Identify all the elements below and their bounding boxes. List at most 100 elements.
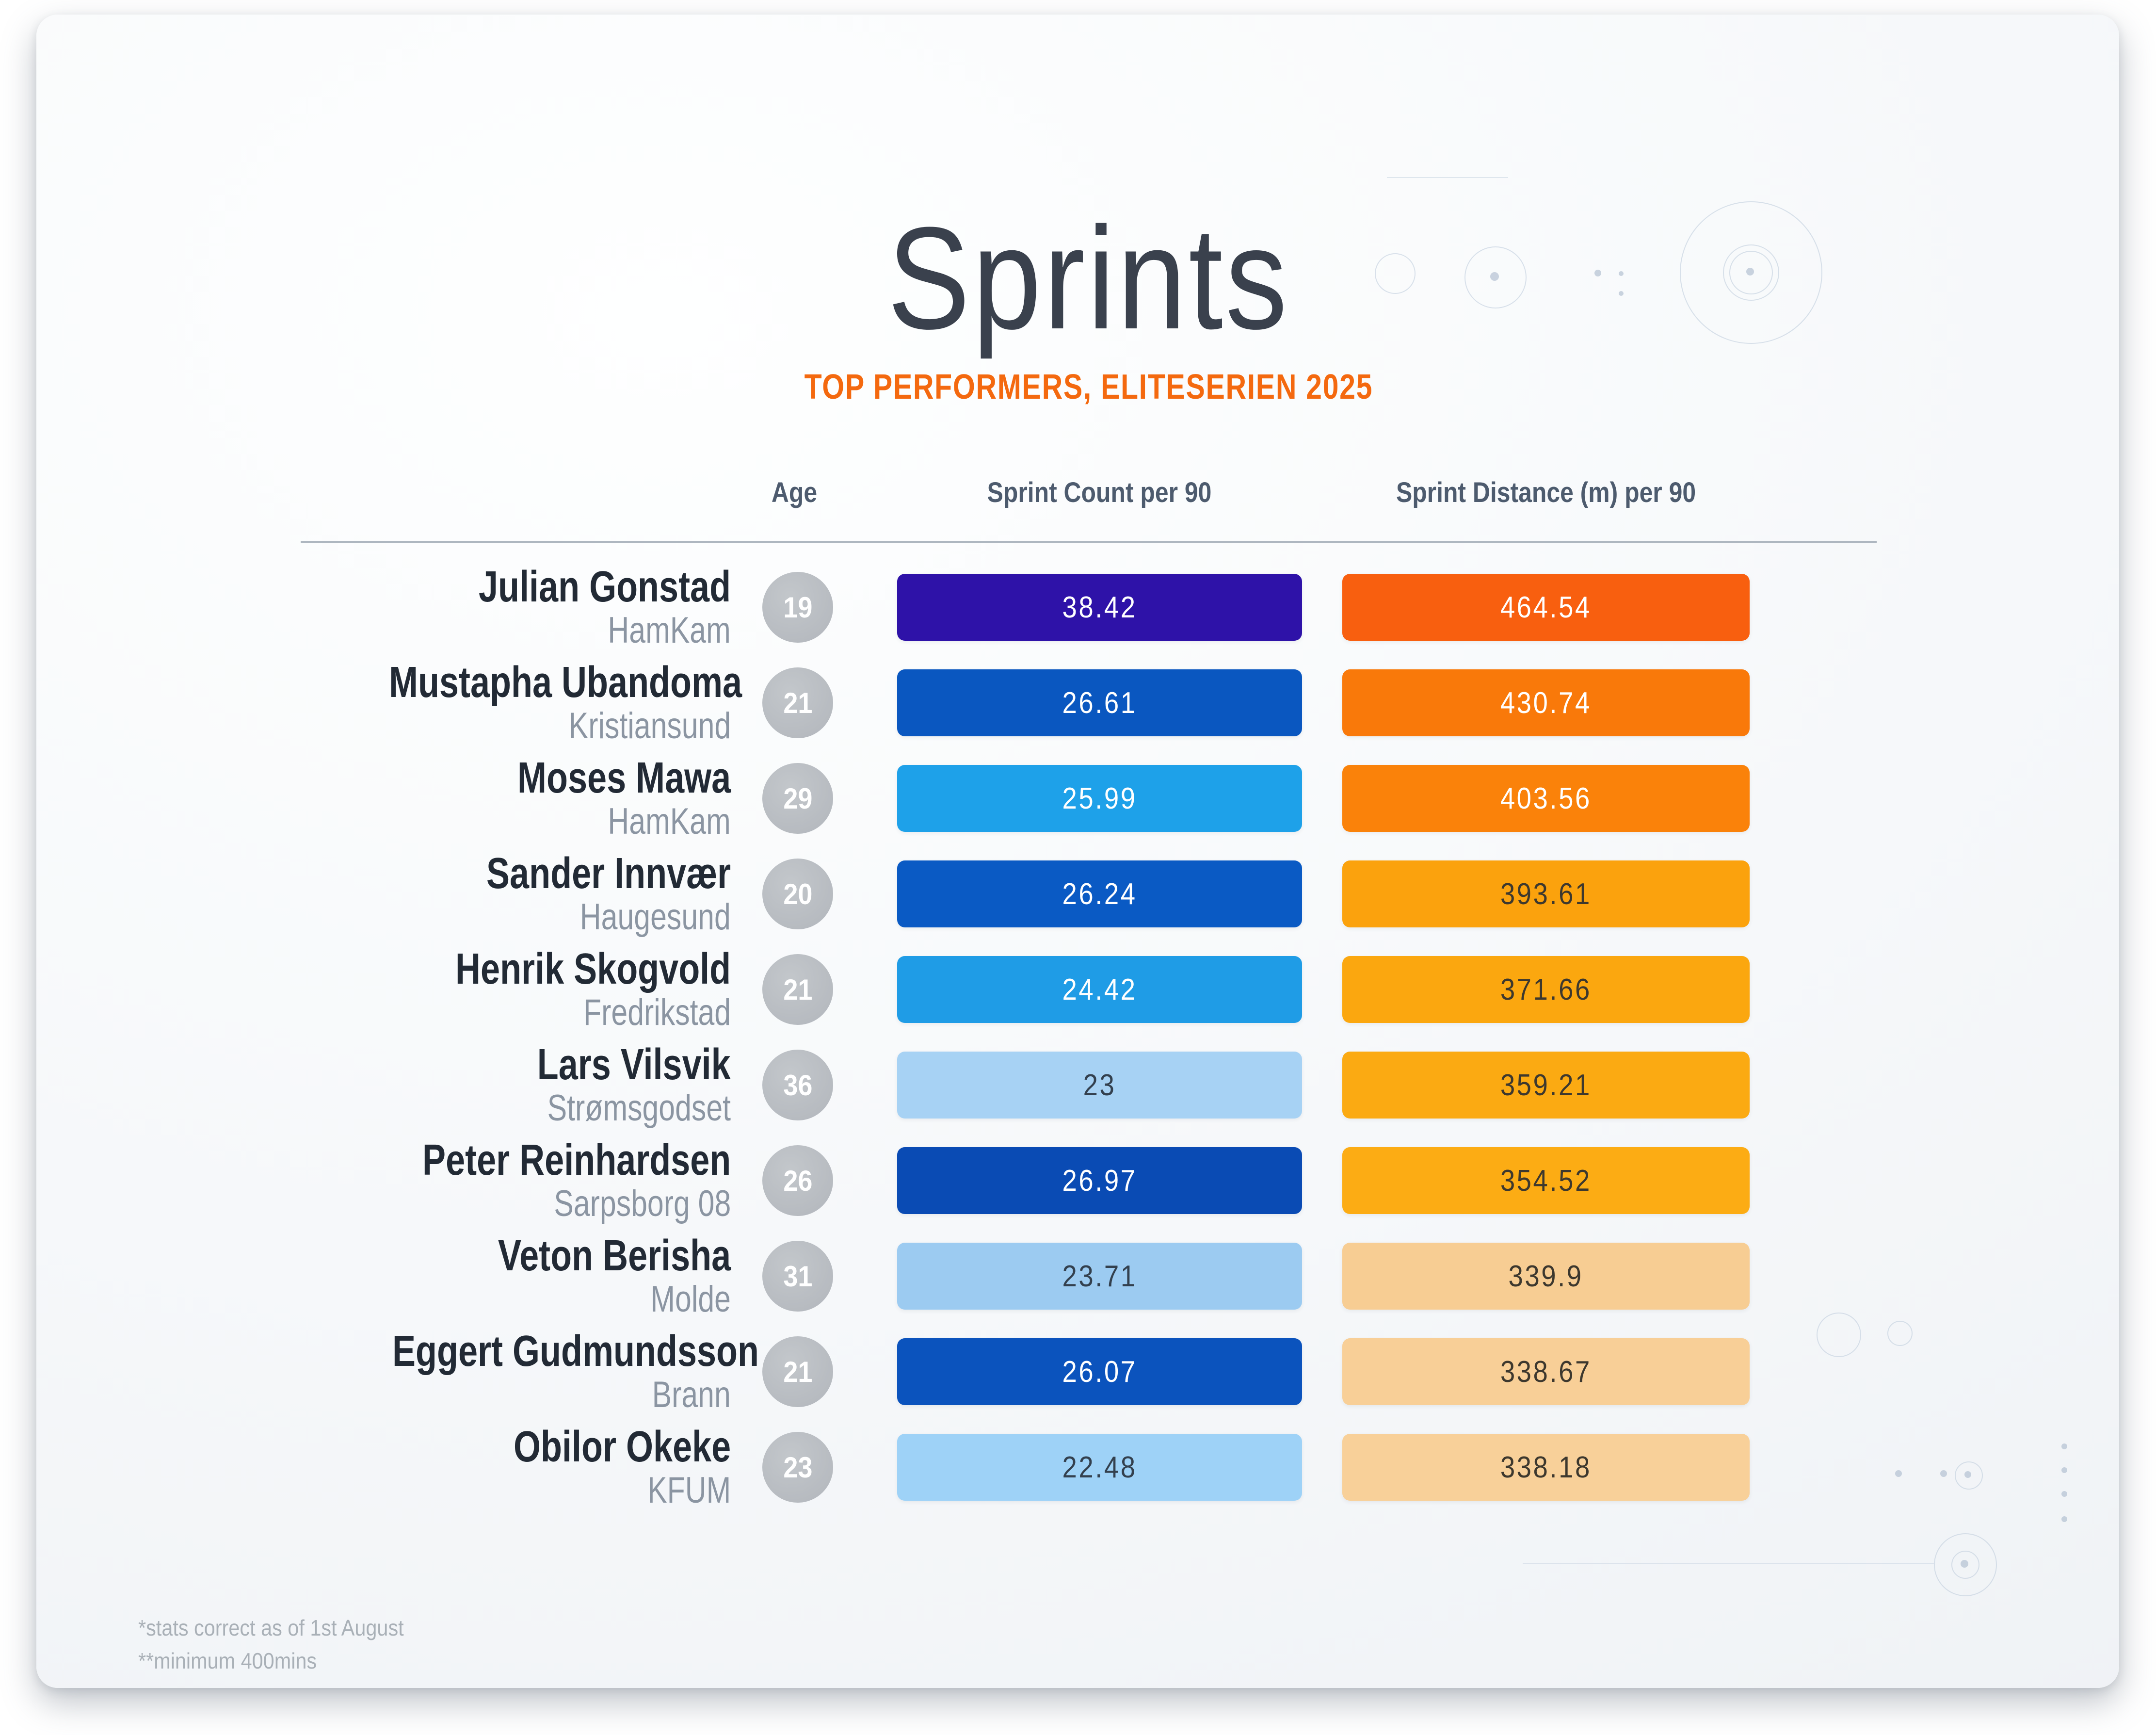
footnote-stats-date: *stats correct as of 1st August <box>138 1615 404 1640</box>
player-label: Sander Innvær Haugesund <box>301 850 731 938</box>
player-name: Veton Berisha <box>498 1232 731 1280</box>
decorative-dot-icon <box>1964 1471 1971 1478</box>
sprint-count-value: 26.61 <box>1062 686 1137 720</box>
decorative-circle-dot-icon <box>1955 1461 1983 1490</box>
sprint-count-bar: 38.42 <box>897 574 1302 641</box>
player-name: Sander Innvær <box>486 849 731 898</box>
sprint-distance-value: 359.21 <box>1500 1068 1592 1102</box>
table-row: Julian Gonstad HamKam 19 38.42 464.54 <box>301 564 1877 651</box>
sprint-count-bar: 25.99 <box>897 765 1302 832</box>
sprint-distance-value: 339.9 <box>1508 1259 1584 1293</box>
player-name: Mustapha Ubandoma <box>389 658 742 707</box>
decorative-dot-icon <box>1961 1560 1968 1568</box>
player-club: Fredrikstad <box>583 992 731 1033</box>
sprint-count-value: 26.07 <box>1062 1355 1137 1389</box>
infographic-card: Sprints TOP PERFORMERS, ELITESERIEN 2025… <box>36 15 2119 1688</box>
decorative-circle-icon <box>1817 1313 1861 1357</box>
player-club: Sarpsborg 08 <box>553 1183 731 1224</box>
player-label: Lars Vilsvik Strømsgodset <box>301 1041 731 1129</box>
sprint-distance-bar: 338.67 <box>1342 1338 1750 1405</box>
sprint-distance-value: 371.66 <box>1500 973 1592 1006</box>
age-value: 31 <box>783 1260 813 1293</box>
player-name: Lars Vilsvik <box>537 1040 731 1089</box>
decorative-dot-icon <box>2061 1516 2067 1522</box>
age-badge: 31 <box>762 1241 833 1312</box>
age-value: 29 <box>783 782 813 815</box>
age-badge: 21 <box>762 954 833 1025</box>
sprint-distance-value: 403.56 <box>1500 781 1592 815</box>
table-row: Eggert Gudmundsson Brann 21 26.07 338.67 <box>301 1328 1877 1415</box>
decorative-dot-icon <box>1594 270 1601 276</box>
sprint-count-bar: 26.07 <box>897 1338 1302 1405</box>
sprint-count-bar: 26.61 <box>897 669 1302 736</box>
decorative-target-icon <box>1729 251 1773 294</box>
page-title: Sprints <box>887 196 1290 359</box>
sprint-count-value: 23 <box>1083 1068 1116 1102</box>
table-row: Henrik Skogvold Fredrikstad 21 24.42 371… <box>301 946 1877 1033</box>
age-value: 21 <box>783 1355 813 1388</box>
age-value: 19 <box>783 591 813 624</box>
decorative-dot-icon <box>1940 1470 1947 1477</box>
sprint-distance-bar: 371.66 <box>1342 956 1750 1023</box>
page-subtitle: TOP PERFORMERS, ELITESERIEN 2025 <box>804 368 1373 406</box>
sprint-distance-value: 338.18 <box>1500 1450 1592 1484</box>
player-label: Veton Berisha Molde <box>301 1232 731 1320</box>
table-row: Veton Berisha Molde 31 23.71 339.9 <box>301 1232 1877 1320</box>
sprint-count-value: 24.42 <box>1062 973 1137 1006</box>
sprint-count-bar: 26.24 <box>897 860 1302 927</box>
sprint-distance-bar: 338.18 <box>1342 1434 1750 1501</box>
decorative-dot-icon <box>1619 271 1624 276</box>
player-label: Peter Reinhardsen Sarpsborg 08 <box>301 1137 731 1224</box>
sprint-distance-bar: 339.9 <box>1342 1243 1750 1310</box>
age-value: 21 <box>783 686 813 719</box>
player-club: KFUM <box>647 1470 731 1511</box>
player-name: Henrik Skogvold <box>455 945 731 993</box>
sprint-count-bar: 26.97 <box>897 1147 1302 1214</box>
decorative-target-icon <box>1951 1551 1979 1579</box>
sprint-distance-value: 354.52 <box>1500 1164 1592 1198</box>
player-label: Henrik Skogvold Fredrikstad <box>301 946 731 1033</box>
sprint-count-value: 38.42 <box>1062 590 1137 624</box>
player-club: Strømsgodset <box>547 1087 731 1129</box>
decorative-target-icon <box>1723 244 1779 301</box>
age-badge: 29 <box>762 763 833 834</box>
age-badge: 26 <box>762 1145 833 1216</box>
age-value: 26 <box>783 1164 813 1197</box>
decorative-target-icon <box>1934 1533 1997 1596</box>
sprint-count-value: 26.97 <box>1062 1164 1137 1198</box>
table-row: Sander Innvær Haugesund 20 26.24 393.61 <box>301 850 1877 938</box>
sprint-count-bar: 23.71 <box>897 1243 1302 1310</box>
player-label: Moses Mawa HamKam <box>301 755 731 842</box>
player-label: Eggert Gudmundsson Brann <box>301 1328 759 1415</box>
sprint-distance-bar: 464.54 <box>1342 574 1750 641</box>
player-club: HamKam <box>608 610 731 651</box>
header-divider <box>301 541 1877 543</box>
decorative-dot-icon <box>2061 1467 2067 1473</box>
decorative-circle-icon <box>1887 1321 1913 1346</box>
table-row: Moses Mawa HamKam 29 25.99 403.56 <box>301 755 1877 842</box>
sprint-distance-bar: 430.74 <box>1342 669 1750 736</box>
age-badge: 23 <box>762 1432 833 1503</box>
sprint-distance-value: 430.74 <box>1500 686 1592 720</box>
age-value: 21 <box>783 973 813 1006</box>
decorative-circle-icon <box>1375 253 1416 294</box>
age-value: 20 <box>783 877 813 910</box>
sprint-count-value: 23.71 <box>1062 1259 1137 1293</box>
player-club: Kristiansund <box>568 705 731 746</box>
sprint-distance-bar: 354.52 <box>1342 1147 1750 1214</box>
footnote-minimum-minutes: **minimum 400mins <box>138 1648 317 1673</box>
player-club: HamKam <box>608 801 731 842</box>
player-club: Brann <box>652 1374 731 1415</box>
age-badge: 21 <box>762 1336 833 1407</box>
age-value: 36 <box>783 1069 813 1102</box>
player-name: Obilor Okeke <box>513 1423 731 1471</box>
sprint-distance-value: 464.54 <box>1500 590 1592 624</box>
sprint-distance-value: 338.67 <box>1500 1355 1592 1389</box>
decorative-dot-icon <box>2061 1443 2067 1449</box>
sprint-distance-bar: 403.56 <box>1342 765 1750 832</box>
sprint-distance-bar: 393.61 <box>1342 860 1750 927</box>
sprint-count-bar: 22.48 <box>897 1434 1302 1501</box>
player-name: Moses Mawa <box>517 754 731 802</box>
age-badge: 21 <box>762 667 833 738</box>
